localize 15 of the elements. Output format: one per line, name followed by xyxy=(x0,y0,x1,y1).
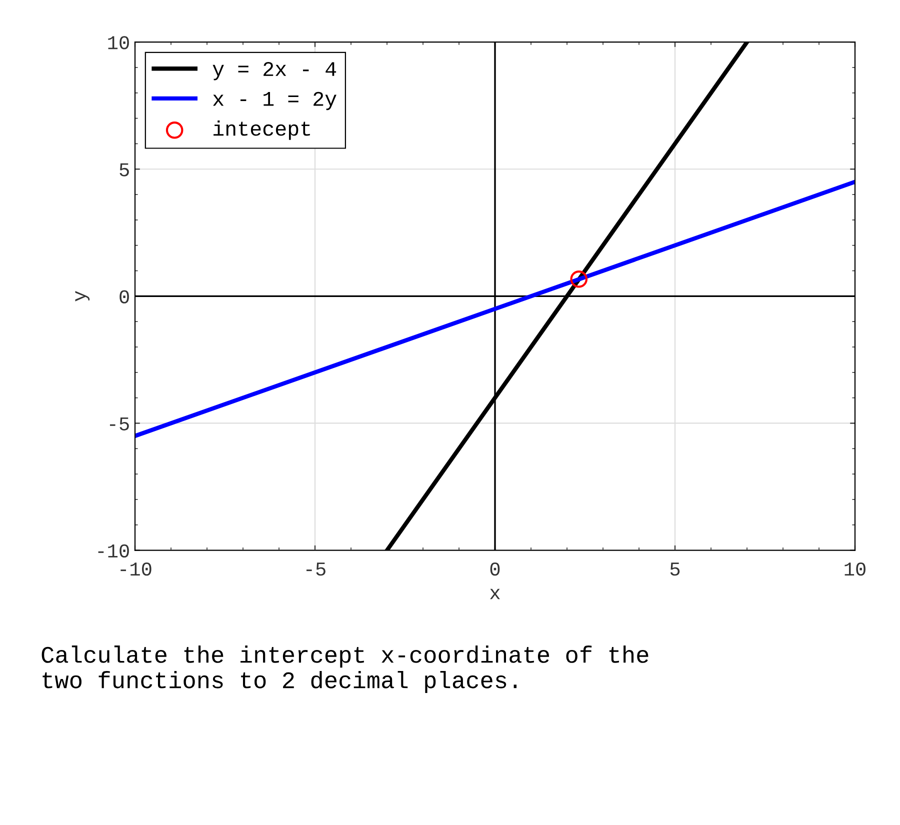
y-tick-label: 10 xyxy=(108,36,129,50)
x-tick-label: 10 xyxy=(844,562,866,576)
y-tick-label: 0 xyxy=(120,290,129,304)
legend-label: y = 2x - 4 xyxy=(212,62,336,80)
legend-label: intecept xyxy=(214,120,310,140)
y-tick-label: 5 xyxy=(120,163,129,176)
y-tick-label: -5 xyxy=(110,417,129,430)
text: Calculate the intercept x-coordinate of the two functions to 2 decimal places. xyxy=(42,646,648,693)
x-tick-label: -5 xyxy=(306,562,326,576)
x-axis-title: x xyxy=(490,588,500,600)
legend-label: x - 1 = 2y xyxy=(213,92,336,110)
y-tick-label: -10 xyxy=(98,544,129,558)
x-tick-label: 5 xyxy=(670,562,680,576)
x-tick-label: 0 xyxy=(490,562,500,576)
y-axis-title: y xyxy=(75,290,90,302)
